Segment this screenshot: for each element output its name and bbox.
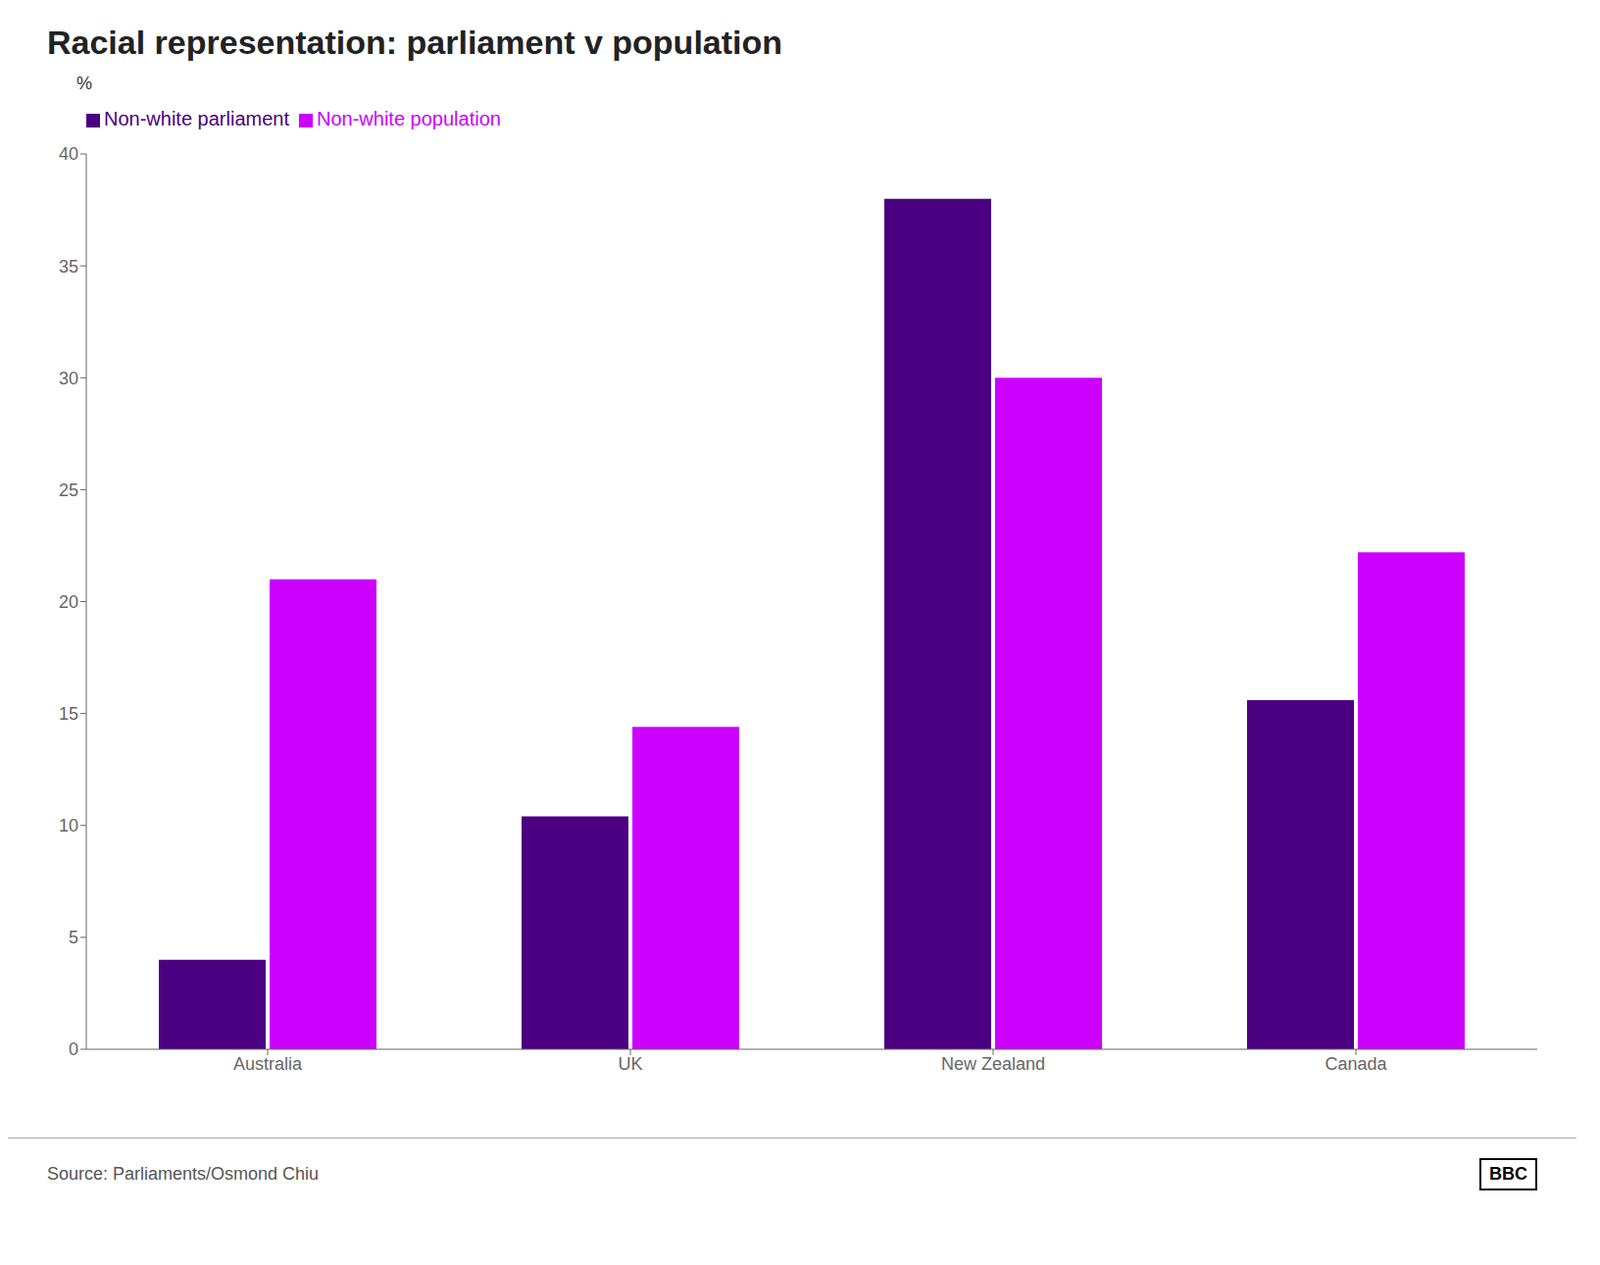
html-text:Racial representation: parliam: Racial representation: parliament v popu…: [47, 23, 783, 61]
svg-text:Australia: Australia: [233, 1053, 303, 1074]
html-text:Non-white population: Non-white population: [316, 107, 501, 130]
html-text:Non-white parliament: Non-white parliament: [103, 107, 290, 130]
svg-text:40: 40: [58, 144, 79, 164]
svg-text:5: 5: [68, 927, 79, 948]
html-text:Source: Parliaments/Osmond Chi: Source: Parliaments/Osmond Chiu: [47, 1163, 319, 1184]
svg-text:0: 0: [68, 1039, 79, 1059]
svg-text:10: 10: [58, 815, 79, 836]
html-text:BBC: BBC: [1489, 1163, 1528, 1184]
svg-text:25: 25: [58, 480, 79, 500]
svg-text:15: 15: [58, 703, 79, 724]
svg-text:35: 35: [58, 256, 79, 277]
svg-text:UK: UK: [617, 1053, 643, 1074]
svg-text:Canada: Canada: [1324, 1053, 1388, 1074]
svg-text:New Zealand: New Zealand: [941, 1053, 1046, 1074]
svg-text:30: 30: [58, 368, 79, 389]
svg-text:20: 20: [58, 592, 79, 612]
